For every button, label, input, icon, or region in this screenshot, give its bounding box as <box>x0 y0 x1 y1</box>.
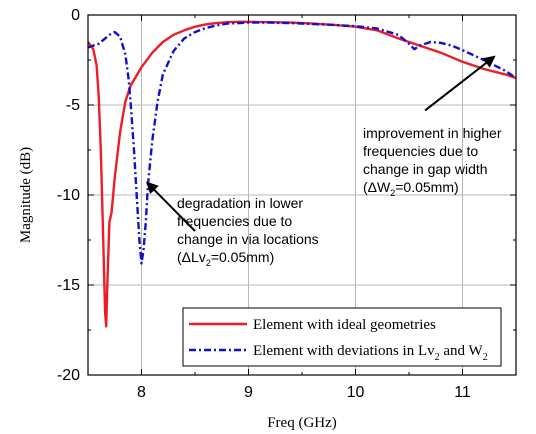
annotation-2-line-3: change in gap width <box>363 161 488 177</box>
legend-label-1: Element with ideal geometries <box>253 317 436 333</box>
annotation-1-line-3: change in via locations <box>177 231 319 247</box>
y-tick-label: 0 <box>71 7 80 24</box>
y-axis-label: Magnitude (dB) <box>18 147 34 243</box>
legend-label-2: Element with deviations in Lv2 and W2 <box>253 343 488 363</box>
annotation-1-line-1: degradation in lower <box>177 195 303 211</box>
y-tick-label: -5 <box>66 97 80 114</box>
x-tick-label: 10 <box>347 384 365 401</box>
y-tick-label: -10 <box>57 187 80 204</box>
series-layer <box>87 20 517 328</box>
axes: 8 9 10 11 0 -5 -10 -15 -20 <box>57 7 517 401</box>
legend-box <box>182 307 502 367</box>
annotation-2-line-4: (ΔW2=0.05mm) <box>363 179 459 198</box>
annotation-arrow-2 <box>424 55 496 112</box>
series-line-1 <box>87 20 517 328</box>
annotations: degradation in lower frequencies due to ch… <box>146 55 502 268</box>
x-tick-label: 9 <box>244 384 253 401</box>
annotation-arrow-1 <box>146 181 196 232</box>
x-tick-label: 11 <box>454 384 471 401</box>
annotation-2-line-1: improvement in higher <box>363 125 502 141</box>
annotation-1-line-2: frequencies due to <box>177 213 292 229</box>
annotation-2-line-2: frequencies due to <box>363 143 478 159</box>
x-tick-label: 8 <box>137 384 146 401</box>
legend: Element with ideal geometries Element wit… <box>182 307 502 367</box>
y-tick-label: -20 <box>57 367 80 384</box>
y-tick-label: -15 <box>57 277 80 294</box>
annotation-1-line-4: (ΔLv2=0.05mm) <box>177 249 274 268</box>
x-axis-label: Freq (GHz) <box>267 415 337 431</box>
